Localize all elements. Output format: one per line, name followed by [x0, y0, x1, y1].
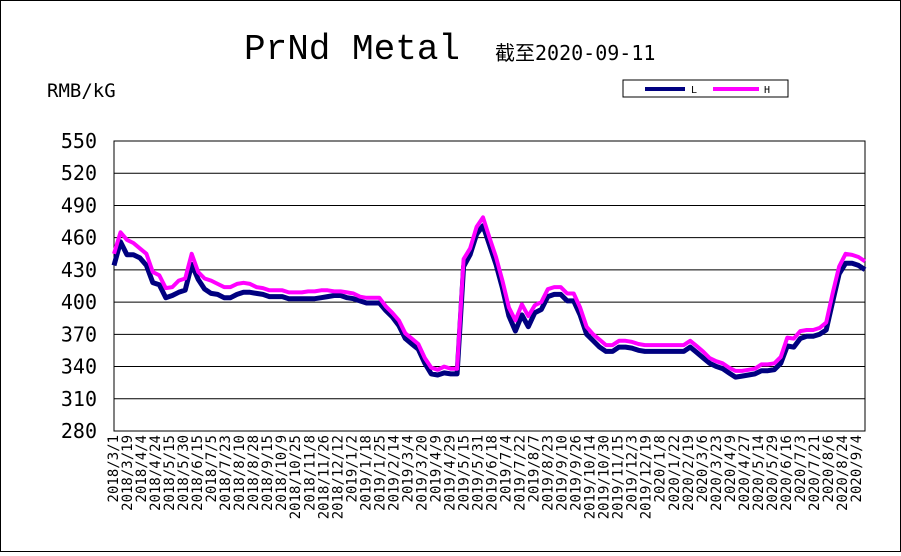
x-tick-label: 2019/11/15	[611, 435, 627, 519]
x-tick-label: 2018/11/26	[316, 435, 332, 519]
x-tick-label: 2018/7/5	[204, 435, 220, 502]
x-tick-label: 2018/4/4	[134, 435, 150, 502]
x-tick-label: 2019/1/2	[344, 435, 360, 502]
x-tick-label: 2019/3/4	[400, 435, 416, 502]
series-line-h	[112, 215, 867, 373]
x-tick-label: 2019/4/9	[428, 435, 444, 502]
gridlines	[114, 172, 865, 400]
x-axis-ticks: 2018/3/12018/3/192018/4/42018/4/242018/5…	[106, 435, 865, 519]
x-tick-label: 2018/6/15	[190, 435, 206, 511]
x-tick-label: 2019/12/19	[639, 435, 655, 519]
x-tick-label: 2019/10/30	[597, 435, 613, 519]
y-tick-label: 340	[61, 355, 97, 379]
plot-area	[113, 140, 866, 432]
x-tick-label: 2020/7/3	[793, 435, 809, 502]
x-tick-label: 2018/5/30	[176, 435, 192, 511]
x-tick-label: 2020/5/14	[751, 435, 767, 511]
x-tick-label: 2020/1/8	[653, 435, 669, 502]
y-tick-label: 550	[61, 129, 97, 153]
x-tick-label: 2018/10/25	[288, 435, 304, 519]
y-tick-label: 430	[61, 258, 97, 282]
x-tick-label: 2019/5/31	[470, 435, 486, 511]
y-tick-label: 280	[61, 419, 97, 443]
x-tick-label: 2019/8/23	[541, 435, 557, 511]
x-tick-label: 2020/8/24	[835, 435, 851, 511]
chart-title: PrNd Metal	[244, 29, 460, 70]
x-tick-label: 2019/7/22	[513, 435, 529, 511]
legend: L H	[622, 79, 789, 98]
series-line-l	[111, 223, 867, 380]
x-tick-label: 2018/8/28	[246, 435, 262, 511]
x-tick-label: 2020/3/6	[695, 435, 711, 502]
x-tick-label: 2018/9/15	[260, 435, 276, 511]
x-tick-label: 2018/8/10	[232, 435, 248, 511]
x-tick-label: 2020/3/23	[709, 435, 725, 511]
x-tick-label: 2019/5/15	[456, 435, 472, 511]
y-tick-label: 400	[61, 290, 97, 314]
y-tick-label: 520	[61, 161, 97, 185]
x-tick-label: 2019/6/18	[485, 435, 501, 511]
legend-box	[622, 79, 789, 98]
x-tick-label: 2019/12/3	[625, 435, 641, 511]
x-tick-label: 2019/8/7	[527, 435, 543, 502]
x-tick-label: 2018/5/15	[162, 435, 178, 511]
x-tick-label: 2020/4/27	[737, 435, 753, 511]
y-tick-label: 460	[61, 226, 97, 250]
x-tick-label: 2020/6/16	[779, 435, 795, 511]
x-tick-label: 2020/1/22	[667, 435, 683, 511]
y-axis-ticks: 550 520 490 460 430 400 370 340 310 280	[61, 129, 97, 443]
x-tick-label: 2019/9/26	[569, 435, 585, 511]
x-tick-label: 2020/9/4	[849, 435, 865, 502]
x-tick-label: 2019/3/20	[414, 435, 430, 511]
legend-label-l: L	[691, 85, 697, 96]
y-tick-label: 490	[61, 193, 97, 217]
x-tick-label: 2019/1/25	[372, 435, 388, 511]
x-tick-label: 2018/3/1	[106, 435, 122, 502]
x-tick-label: 2020/2/19	[681, 435, 697, 511]
x-tick-label: 2018/12/12	[330, 435, 346, 519]
x-tick-label: 2020/5/29	[765, 435, 781, 511]
x-tick-label: 2018/4/24	[148, 435, 164, 511]
x-tick-label: 2019/7/4	[499, 435, 515, 502]
x-tick-label: 2018/3/19	[120, 435, 136, 511]
y-axis-unit-label: RMB/kG	[47, 80, 116, 102]
x-tick-label: 2019/9/10	[555, 435, 571, 511]
chart-subtitle: 截至2020-09-11	[495, 41, 655, 65]
series-lines	[111, 215, 867, 380]
x-tick-label: 2020/8/6	[821, 435, 837, 502]
x-tick-label: 2018/11/8	[302, 435, 318, 511]
y-tick-label: 370	[61, 322, 97, 346]
x-tick-label: 2020/4/9	[723, 435, 739, 502]
x-tick-label: 2020/7/21	[807, 435, 823, 511]
legend-label-h: H	[764, 85, 770, 96]
y-tick-label: 310	[61, 387, 97, 411]
x-tick-label: 2019/1/18	[358, 435, 374, 511]
x-tick-label: 2019/4/29	[442, 435, 458, 511]
x-tick-label: 2019/2/14	[386, 435, 402, 511]
x-tick-label: 2019/10/14	[583, 435, 599, 519]
x-tick-label: 2018/10/9	[274, 435, 290, 511]
x-tick-label: 2018/7/23	[218, 435, 234, 511]
